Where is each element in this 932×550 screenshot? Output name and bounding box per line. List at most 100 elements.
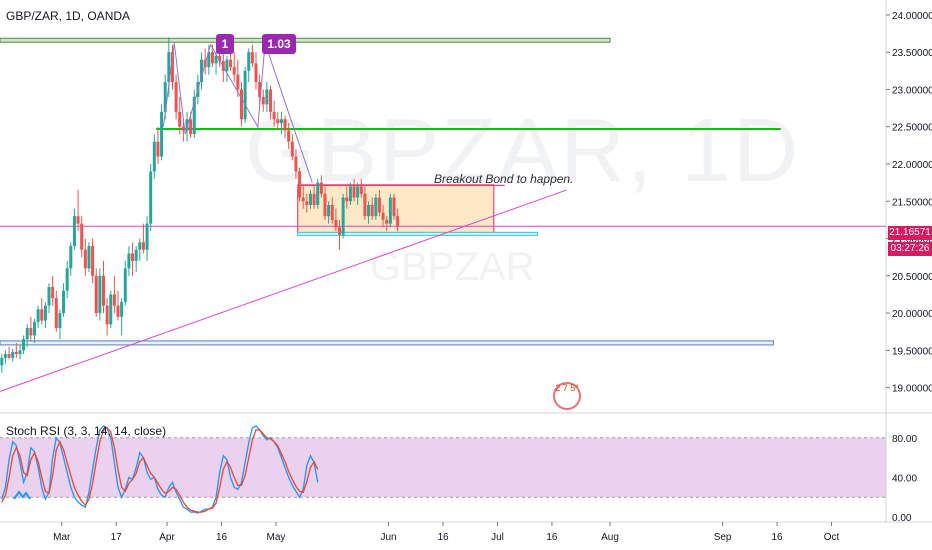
rsi-tick-label: 0.00	[892, 513, 912, 524]
candle-body	[258, 82, 262, 97]
watermark-small: GBPZAR	[370, 245, 535, 289]
stoch-rsi-title[interactable]: Stoch RSI (3, 3, 14, 14, close)	[6, 424, 167, 438]
candle-body	[94, 275, 98, 314]
candle-body	[352, 186, 356, 198]
candle-body	[163, 82, 167, 112]
candle-body	[29, 328, 33, 336]
candle-body	[276, 119, 280, 123]
candle-body	[247, 52, 251, 71]
candle-body	[381, 212, 385, 220]
candle-body	[396, 216, 400, 226]
candle-body	[123, 268, 127, 302]
candle-body	[76, 216, 80, 224]
candle-body	[58, 313, 62, 328]
candle-body	[101, 275, 105, 306]
candle-body	[47, 287, 51, 306]
candle-body	[14, 351, 18, 355]
candle-body	[298, 171, 302, 198]
candle-body	[18, 350, 22, 355]
candle-body	[250, 52, 254, 64]
candle-body	[120, 301, 124, 317]
candle-body	[385, 219, 389, 224]
candle-body	[134, 249, 138, 261]
breakout-annotation[interactable]: Breakout Bond to happen.	[434, 172, 574, 186]
candle-body	[236, 74, 240, 90]
rsi-k-line	[1, 425, 319, 514]
time-tick-label: 16	[546, 532, 558, 543]
candle-body	[145, 223, 149, 250]
candle-body	[98, 275, 102, 314]
price-tick-label: 24.00000	[892, 11, 932, 22]
candle-body	[367, 205, 371, 217]
candle-body	[377, 197, 381, 213]
candle-body	[22, 339, 26, 351]
candle-body	[69, 246, 73, 269]
candle-body	[272, 111, 276, 120]
consolidation-box	[297, 184, 495, 234]
candle-body	[218, 55, 222, 62]
candle-body	[388, 197, 392, 224]
candle-body	[32, 322, 36, 336]
candle-body	[312, 193, 316, 205]
price-tick-label: 23.50000	[892, 48, 932, 59]
resistance-zone	[0, 37, 611, 43]
wave-badge-1[interactable]: 1	[216, 34, 234, 54]
candle-body	[181, 126, 185, 131]
candle-body	[290, 141, 294, 157]
candle-body	[131, 253, 135, 261]
ascending-trend-line	[0, 189, 567, 392]
time-tick-label: Jul	[491, 532, 504, 543]
time-tick-label: May	[267, 532, 286, 543]
candle-body	[214, 55, 218, 64]
candle-body	[51, 287, 55, 299]
box-base-line	[297, 231, 538, 236]
lower-support-zone	[0, 340, 774, 346]
symbol-title[interactable]: GBP/ZAR, 1D, OANDA	[6, 9, 131, 23]
time-tick-label: Mar	[53, 532, 71, 543]
candle-body	[189, 119, 193, 135]
rsi-tick-label: 40.00	[892, 473, 917, 484]
candle-body	[229, 59, 233, 68]
time-tick-label: 16	[437, 532, 449, 543]
candle-body	[334, 219, 338, 228]
candle-timer-tag: 03:27:26	[888, 242, 932, 256]
candle-body	[287, 130, 291, 142]
time-tick-label: Sep	[714, 532, 732, 543]
tradingview-logo-icon	[12, 488, 32, 502]
candle-body	[138, 242, 142, 250]
candle-body	[345, 197, 349, 202]
price-tick-label: 20.00000	[892, 309, 932, 320]
candle-body	[308, 193, 312, 205]
candle-body	[254, 63, 258, 82]
candle-body	[341, 197, 345, 235]
rsi-d-line	[1, 427, 319, 513]
candle-body	[232, 67, 236, 75]
candle-body	[327, 205, 331, 217]
candle-body	[3, 354, 7, 358]
candle-body	[279, 119, 283, 123]
candle-body	[43, 305, 47, 321]
gear-icon[interactable]: 2 7 5°	[548, 382, 586, 406]
price-tick-label: 21.50000	[892, 197, 932, 208]
candle-body	[239, 89, 243, 120]
time-tick-label: Aug	[601, 532, 619, 543]
candle-body	[72, 216, 76, 246]
candle-body	[170, 52, 174, 82]
candle-body	[149, 171, 153, 224]
candle-body	[210, 52, 214, 64]
candle-body	[11, 351, 15, 358]
wave-badge-2[interactable]: 1.03	[262, 34, 296, 54]
candle-body	[370, 205, 374, 217]
candle-body	[178, 111, 182, 127]
candle-body	[243, 70, 247, 120]
time-tick-label: 16	[216, 532, 228, 543]
price-tick-label: 20.50000	[892, 272, 932, 283]
price-tick-label: 21.00000	[892, 235, 932, 246]
candle-body	[269, 89, 273, 112]
candle-body	[283, 119, 287, 131]
candle-body	[156, 141, 160, 157]
candle-body	[54, 298, 58, 328]
candle-body	[83, 249, 87, 269]
candle-body	[261, 96, 265, 105]
